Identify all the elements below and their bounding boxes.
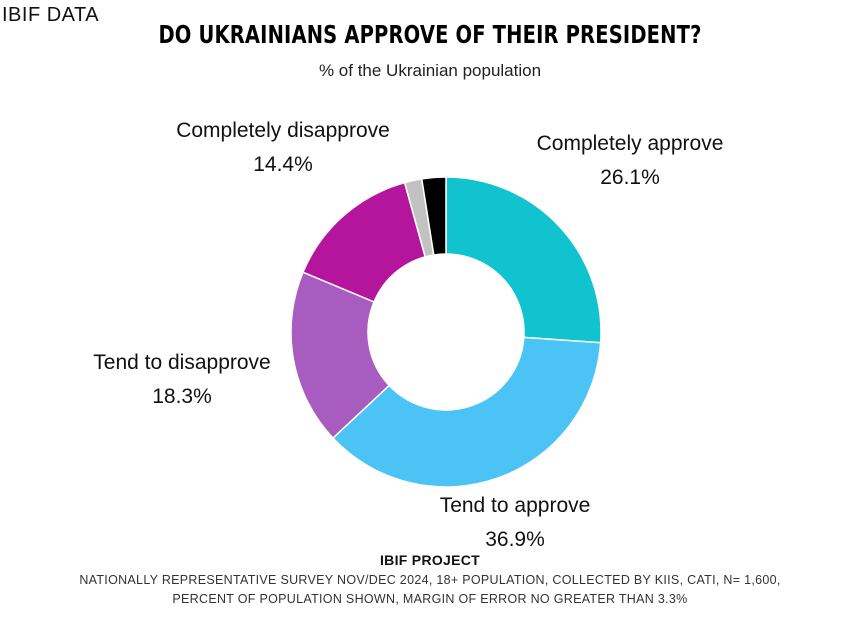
- label-completely-disapprove: Completely disapprove 14.4%: [143, 114, 423, 182]
- label-tend-to-disapprove: Tend to disapprove 18.3%: [62, 346, 302, 414]
- slice-value: 14.4%: [253, 153, 313, 176]
- slice-unlabeled-5: [420, 176, 447, 256]
- slice-name: Tend to approve: [439, 494, 591, 517]
- footer-note: NATIONALLY REPRESENTATIVE SURVEY NOV/DEC…: [0, 571, 860, 609]
- slice-tend-to-approve: [331, 336, 602, 488]
- slice-value: 18.3%: [152, 385, 212, 408]
- footer-note-line-1: NATIONALLY REPRESENTATIVE SURVEY NOV/DEC…: [79, 573, 781, 587]
- footer-note-line-2: PERCENT OF POPULATION SHOWN, MARGIN OF E…: [172, 592, 688, 606]
- donut-slices: [290, 176, 602, 488]
- label-tend-to-approve: Tend to approve 36.9%: [395, 489, 635, 557]
- slice-name: Completely approve: [536, 132, 724, 155]
- footer-project: IBIF PROJECT: [379, 552, 481, 568]
- slice-completely-approve: [445, 176, 602, 344]
- chart-subtitle: % of the Ukrainian population: [318, 61, 542, 80]
- label-completely-approve: Completely approve 26.1%: [510, 127, 750, 195]
- slice-tend-to-disapprove: [290, 271, 391, 440]
- slice-name: Tend to disapprove: [93, 351, 271, 374]
- slice-name: Completely disapprove: [176, 119, 390, 142]
- slice-value: 36.9%: [485, 528, 545, 551]
- chart-title: DO UKRAINIANS APPROVE OF THEIR PRESIDENT…: [158, 20, 702, 49]
- slice-value: 26.1%: [600, 166, 660, 189]
- brand-label: IBIF DATA: [2, 4, 100, 26]
